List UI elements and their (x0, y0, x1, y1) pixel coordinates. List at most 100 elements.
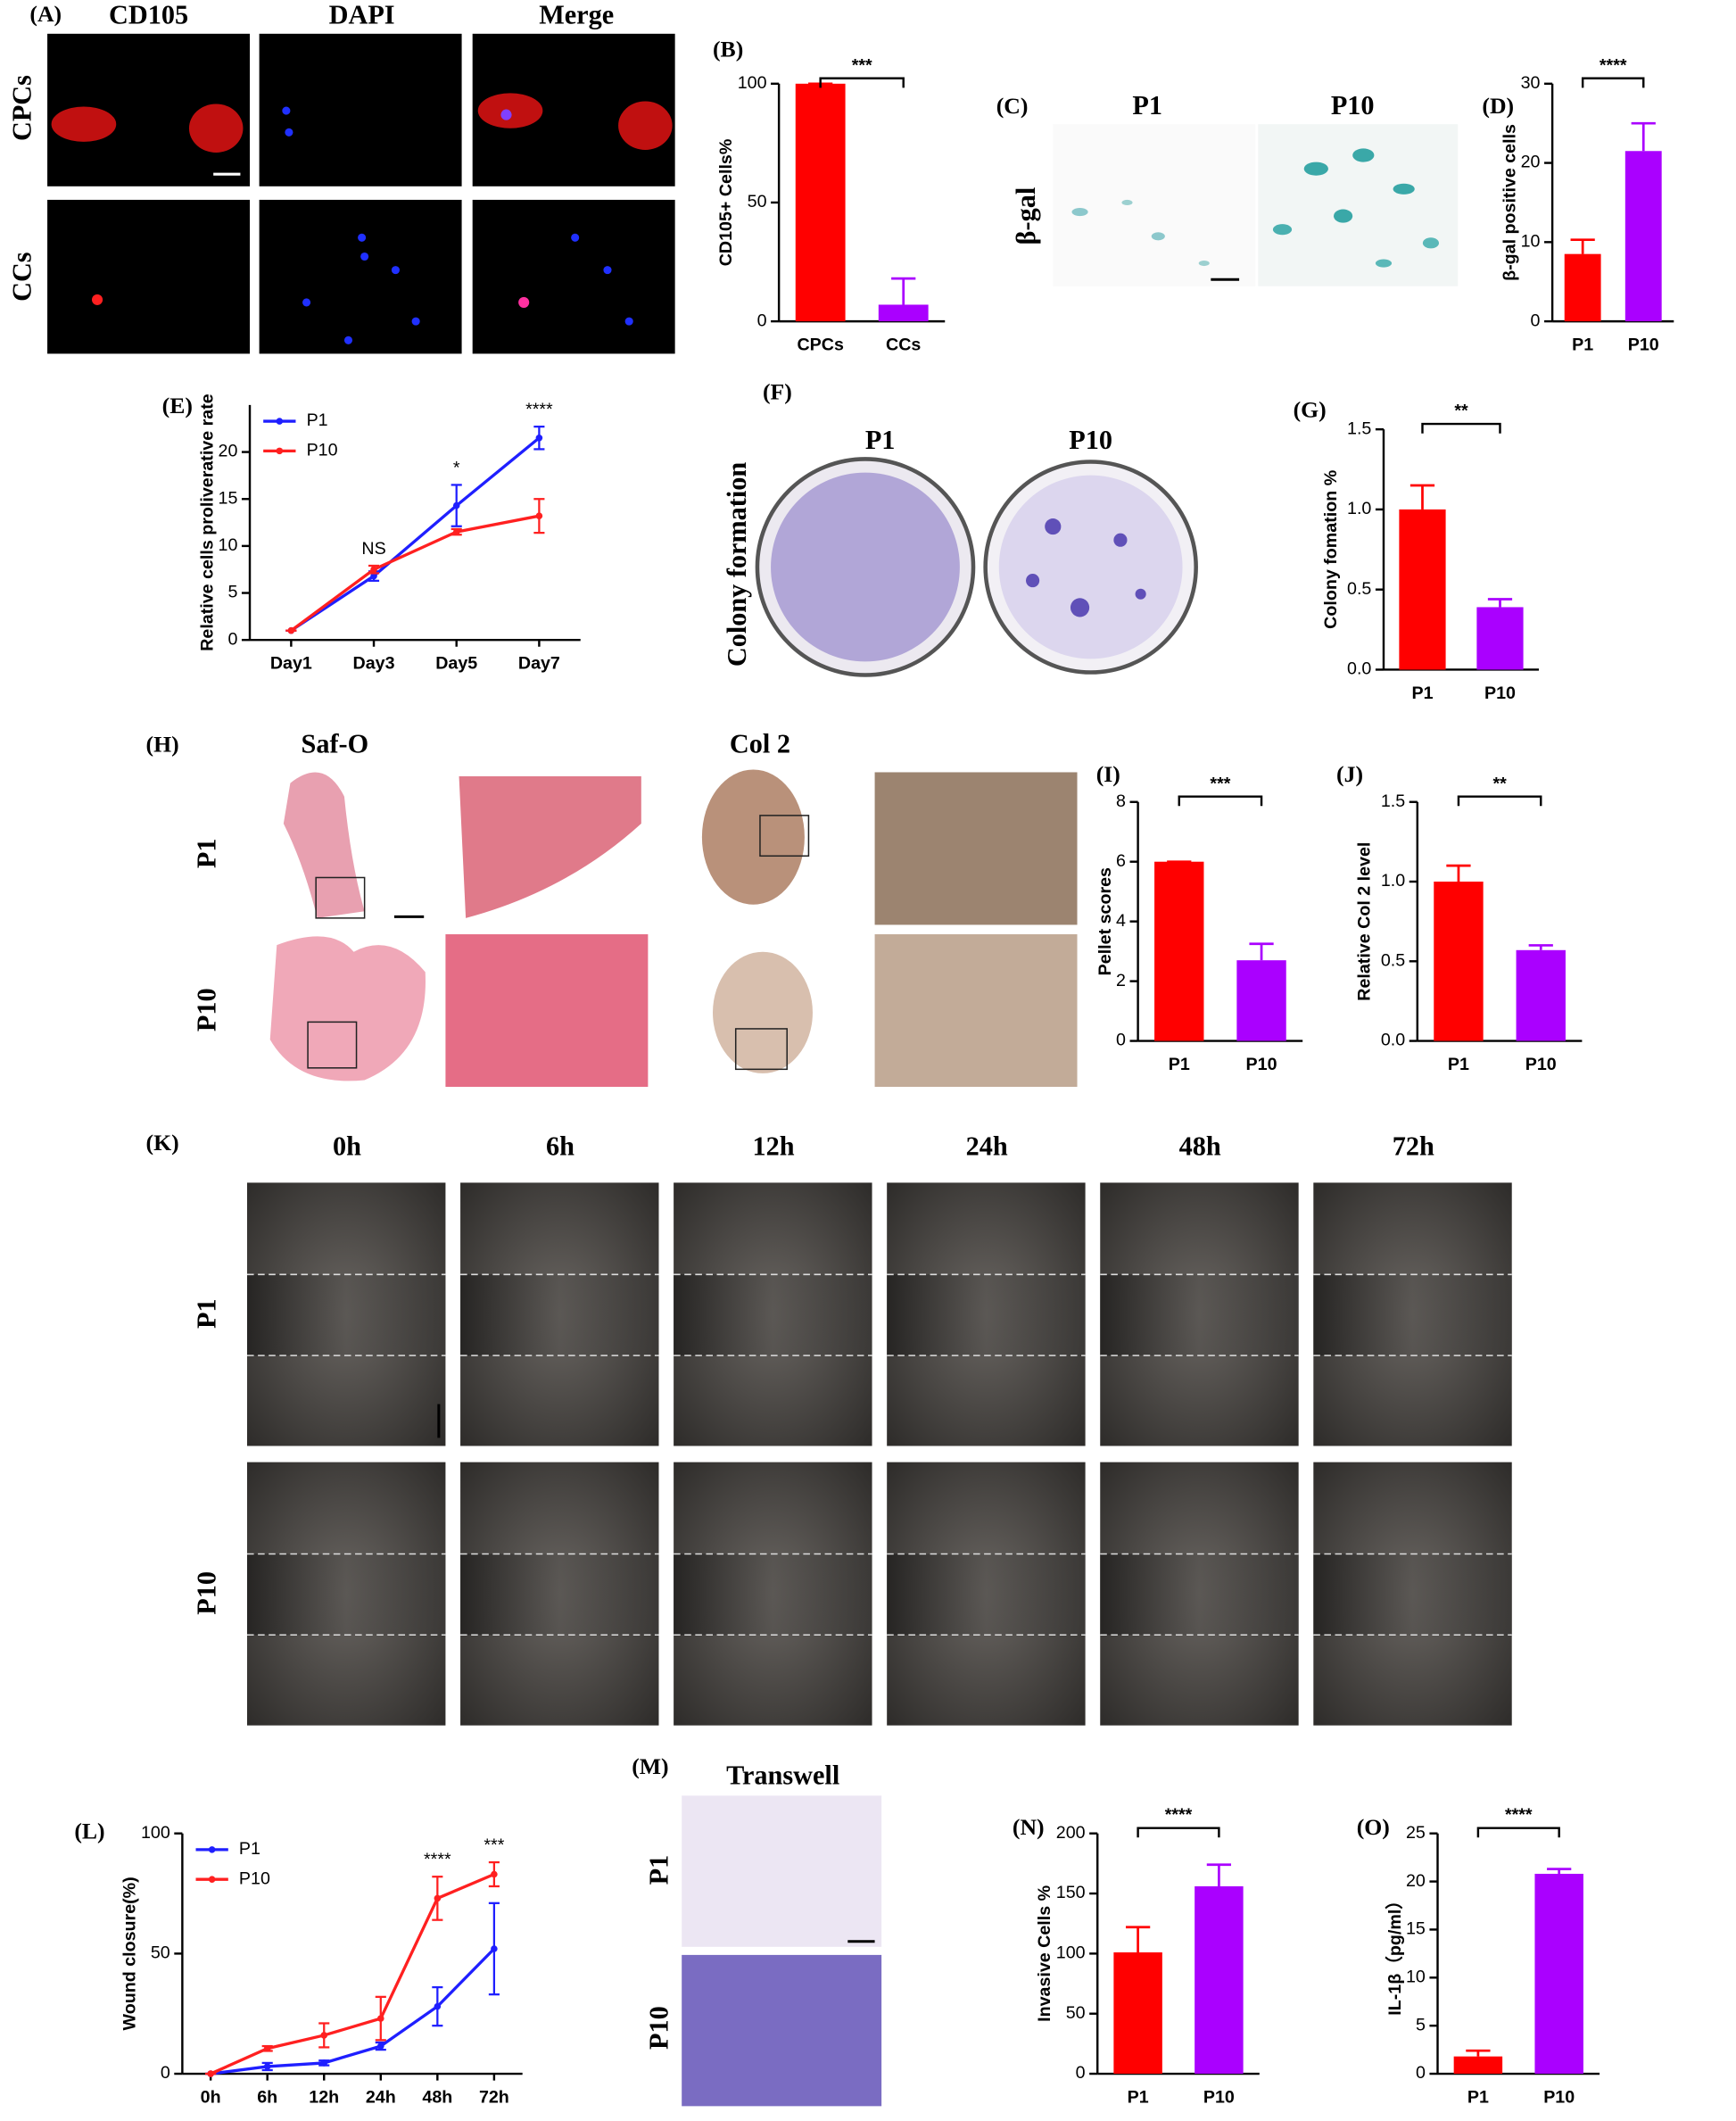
bar (1624, 151, 1662, 322)
y-tick-label: 1.5 (1381, 791, 1405, 811)
legend-label: P1 (307, 410, 328, 430)
point (434, 2002, 442, 2010)
y-tick-label: 1.0 (1381, 871, 1405, 891)
column-title: CD105 (109, 0, 188, 30)
scratch (1313, 1553, 1512, 1636)
y-tick-label: 0 (757, 311, 767, 330)
annotation: NS (361, 539, 385, 559)
column-title: 72h (1393, 1131, 1434, 1162)
annotation: **** (424, 1850, 451, 1869)
scratch (460, 1553, 659, 1636)
y-tick-label: 10 (1406, 1968, 1426, 1987)
chart: (G) 0.0 0.5 1.0 1.5 Colony fomation % P1 P10 ** (1294, 396, 1539, 703)
x-tick-label: Day7 (518, 654, 560, 674)
x-tick-label: 6h (257, 2087, 277, 2107)
column-title: 24h (966, 1131, 1008, 1162)
point (207, 2070, 214, 2077)
panel-letter: (G) (1294, 396, 1327, 422)
point (370, 572, 377, 580)
bar (1399, 509, 1446, 670)
y-tick-label: 0 (227, 629, 237, 649)
x-tick-label: P1 (1169, 1055, 1190, 1074)
y-tick-label: 1.5 (1347, 418, 1371, 438)
bar (1476, 607, 1524, 670)
y-axis-title: Pellet scores (1095, 867, 1115, 975)
panel-letter: (I) (1096, 761, 1120, 787)
y-axis-title: Colony fomation % (1321, 470, 1341, 629)
bar (1236, 960, 1286, 1041)
y-tick-label: 100 (141, 1823, 170, 1843)
x-tick-label: P10 (1628, 336, 1659, 355)
y-axis-title: Relative Col 2 level (1355, 842, 1375, 1001)
chart: (B) 0 50 100 CD105+ Cells% CPCs CCs *** (713, 36, 946, 355)
scratch (246, 1274, 446, 1356)
panel-letter: (J) (1336, 761, 1363, 787)
y-tick-label: 1.0 (1347, 499, 1371, 518)
x-tick-label: P1 (1448, 1055, 1469, 1074)
y-tick-label: 0.5 (1347, 579, 1371, 599)
x-tick-label: CPCs (797, 336, 844, 355)
row-title: P1 (643, 1855, 674, 1885)
row-title: P1 (192, 1298, 222, 1329)
y-tick-label: 20 (1406, 1871, 1426, 1891)
x-tick-label: P10 (1543, 2087, 1575, 2107)
x-tick-label: P10 (1246, 1055, 1277, 1074)
x-tick-label: P1 (1411, 684, 1433, 703)
bar (1516, 949, 1566, 1041)
x-tick-label: Day3 (353, 654, 395, 674)
y-tick-label: 50 (748, 192, 767, 211)
column-title: 48h (1179, 1131, 1221, 1162)
significance-bracket (1178, 795, 1263, 807)
y-tick-label: 10 (1521, 232, 1541, 252)
panel-a-images (47, 33, 675, 354)
column-title: P1 (865, 425, 896, 455)
significance-label: **** (1165, 1805, 1193, 1825)
point (452, 501, 460, 510)
series-line (290, 514, 540, 632)
series-line (210, 1872, 495, 2075)
point (535, 512, 543, 519)
panel-letter: (K) (146, 1130, 179, 1156)
point (535, 434, 543, 442)
y-tick-label: 10 (219, 535, 238, 555)
significance-bracket (1476, 1827, 1560, 1838)
column-title: P10 (1331, 90, 1375, 120)
bar (1453, 2056, 1503, 2075)
point (452, 528, 460, 535)
y-tick-label: 0.5 (1381, 950, 1405, 970)
annotation: * (453, 458, 460, 477)
row-title: CPCs (6, 75, 37, 141)
x-tick-label: 12h (309, 2087, 339, 2107)
annotation: **** (525, 400, 553, 419)
y-tick-label: 25 (1406, 1823, 1426, 1843)
scratch (887, 1553, 1086, 1636)
point (370, 566, 377, 573)
column-title: P10 (1069, 425, 1112, 455)
legend-label: P1 (239, 1839, 260, 1859)
legend-swatch (208, 1846, 216, 1853)
panel-letter: (B) (713, 36, 743, 62)
panel-m-images (682, 1795, 882, 2107)
scratch (887, 1274, 1086, 1356)
x-tick-label: P1 (1128, 2087, 1149, 2107)
y-tick-label: 200 (1056, 1823, 1086, 1843)
chart: (I) 0 2 4 6 8 Pellet scores P1 P10 *** (1095, 761, 1303, 1074)
y-tick-label: 50 (1066, 2003, 1086, 2023)
y-tick-label: 50 (151, 1943, 170, 1963)
y-tick-label: 150 (1056, 1883, 1086, 1902)
y-axis-title: Wound closure(%) (120, 1877, 139, 2030)
x-tick-label: P1 (1572, 336, 1593, 355)
x-tick-label: 72h (479, 2087, 509, 2107)
panel-letter: (F) (763, 379, 792, 405)
significance-label: **** (1505, 1805, 1533, 1825)
panel-letter: (L) (74, 1819, 104, 1844)
y-tick-label: 0 (1076, 2063, 1086, 2083)
y-tick-label: 30 (1521, 73, 1541, 93)
significance-label: *** (1210, 774, 1230, 793)
y-tick-label: 0 (1116, 1031, 1126, 1050)
x-tick-label: P10 (1525, 1055, 1557, 1074)
scratch (246, 1553, 446, 1636)
scratch (674, 1553, 872, 1636)
